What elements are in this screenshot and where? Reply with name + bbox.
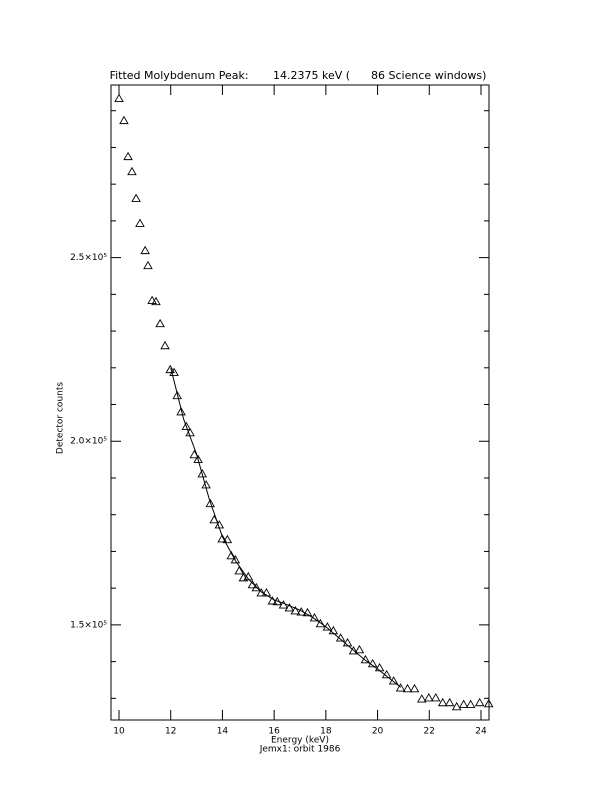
data-point <box>458 699 469 709</box>
data-point <box>143 260 153 270</box>
data-point <box>140 245 150 255</box>
subtitle: Jemx1: orbit 1986 <box>259 745 341 755</box>
x-tick-label: 14 <box>217 727 229 737</box>
data-point <box>131 193 141 202</box>
data-point <box>409 683 420 693</box>
data-point <box>302 607 313 617</box>
data-point <box>315 618 326 628</box>
data-point <box>483 698 494 708</box>
data-point <box>160 340 170 350</box>
data-point <box>474 697 485 707</box>
x-tick-label: 24 <box>475 727 487 737</box>
data-point <box>256 588 266 597</box>
data-point <box>335 633 346 642</box>
data-point <box>155 318 165 328</box>
data-point <box>226 550 237 560</box>
plot-frame <box>110 84 490 721</box>
x-tick-label: 20 <box>372 727 384 737</box>
data-point <box>193 454 203 464</box>
data-point <box>417 694 427 703</box>
x-tick-label: 16 <box>268 727 280 737</box>
data-point <box>222 534 233 544</box>
data-point <box>272 596 283 606</box>
data-point <box>430 693 441 702</box>
data-point <box>234 565 245 575</box>
data-point <box>230 554 241 564</box>
data-point <box>367 658 378 668</box>
data-point <box>309 612 320 622</box>
data-point <box>119 115 129 125</box>
data-point <box>217 534 227 543</box>
data-point <box>284 603 295 612</box>
fit-line <box>170 367 402 688</box>
data-point <box>176 406 186 416</box>
data-point <box>247 579 258 589</box>
y-tick-label: 2.0×10⁵ <box>70 437 107 447</box>
x-tick-label: 12 <box>165 727 176 737</box>
data-point <box>135 218 145 227</box>
x-axis-label: Energy (keV) <box>271 736 329 746</box>
data-point <box>127 166 137 176</box>
y-tick-label: 1.5×10⁵ <box>70 620 107 630</box>
data-point <box>395 683 406 692</box>
y-tick-label: 2.5×10⁵ <box>70 253 107 263</box>
data-point <box>402 683 413 693</box>
data-point <box>437 697 448 707</box>
data-point <box>123 151 133 161</box>
y-axis-label: Detector counts <box>56 382 66 454</box>
data-point <box>444 697 455 707</box>
data-point <box>451 701 462 711</box>
data-point <box>251 582 262 592</box>
data-point <box>151 296 161 306</box>
data-point <box>181 421 192 431</box>
chart-title: Fitted Molybdenum Peak: 14.2375 keV ( 86… <box>110 69 487 82</box>
data-point <box>465 699 476 709</box>
data-point <box>261 588 272 597</box>
data-point <box>354 644 365 654</box>
data-point <box>205 498 216 508</box>
data-point <box>348 646 359 655</box>
data-point <box>374 662 385 672</box>
x-tick-label: 18 <box>320 727 332 737</box>
data-point <box>423 693 434 702</box>
data-point <box>290 606 301 615</box>
data-point <box>165 364 175 374</box>
data-point <box>114 93 124 103</box>
data-point <box>197 469 208 478</box>
x-tick-label: 10 <box>113 727 125 737</box>
data-point <box>172 390 182 400</box>
x-tick-label: 22 <box>424 727 435 737</box>
